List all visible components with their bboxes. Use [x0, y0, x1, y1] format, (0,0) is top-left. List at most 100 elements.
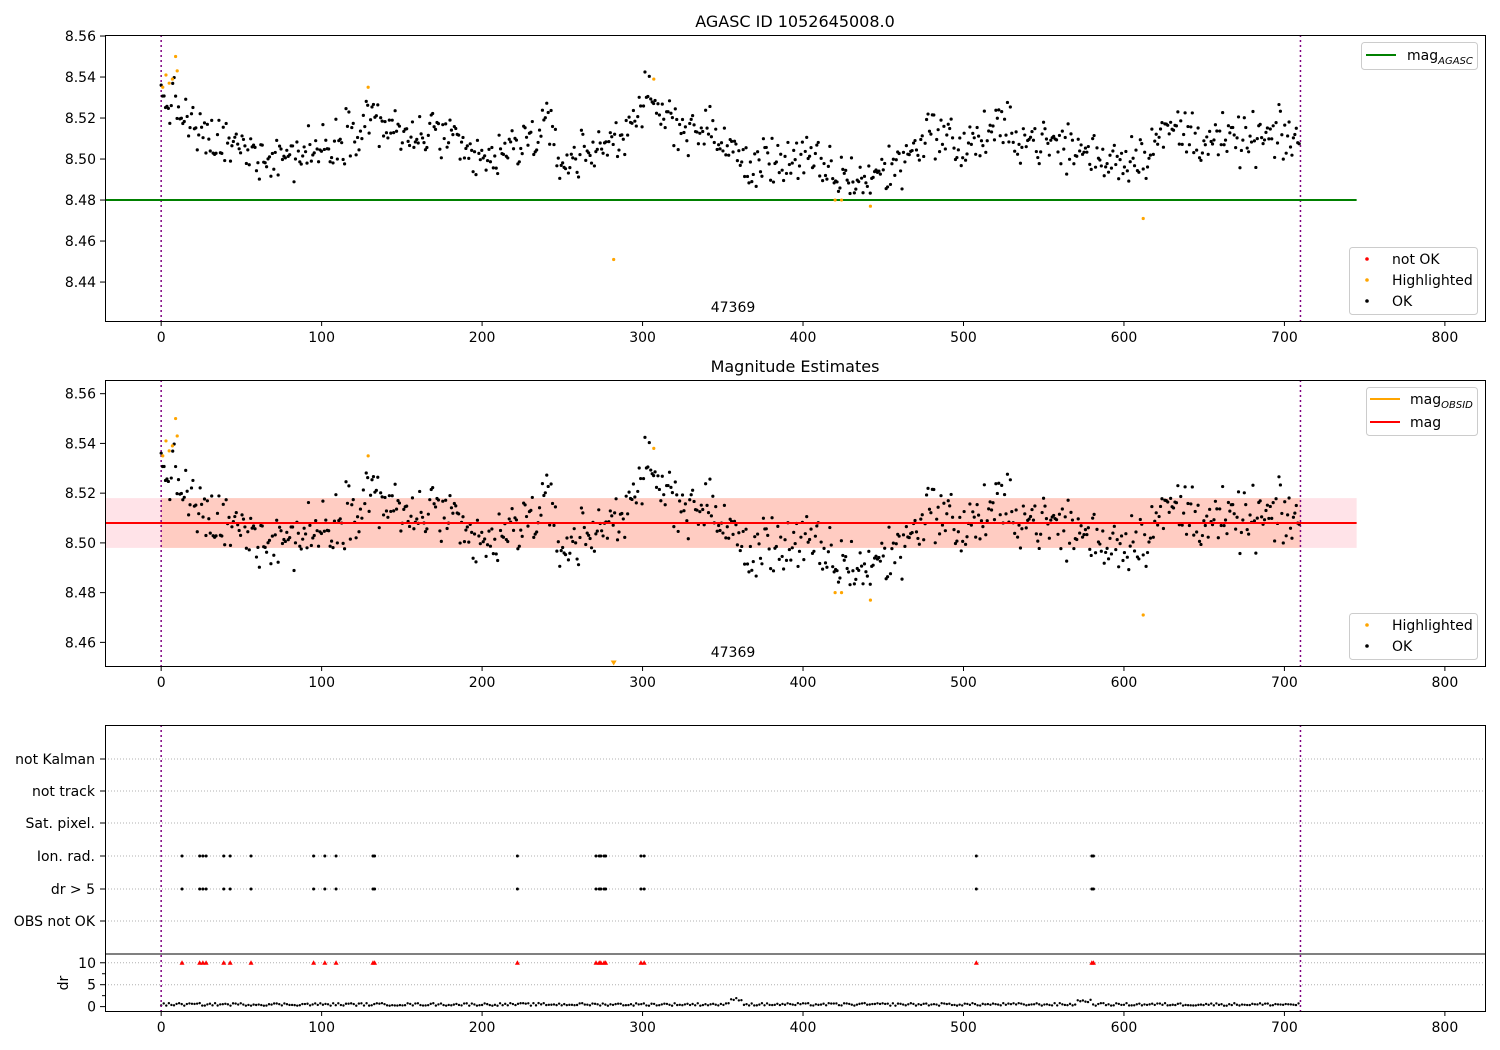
ok-point	[1086, 144, 1090, 149]
ok-point	[1176, 110, 1180, 114]
ok-point	[584, 542, 588, 547]
ok-point	[821, 567, 825, 571]
ok-point	[490, 145, 494, 150]
ok-point	[704, 482, 708, 486]
ok-point	[576, 175, 581, 179]
ok-point	[314, 519, 318, 523]
ok-point	[1161, 526, 1166, 531]
ok-point	[194, 503, 198, 507]
dr-point	[1035, 1002, 1038, 1005]
ok-point	[471, 556, 475, 560]
ok-point	[844, 555, 848, 559]
ok-point	[721, 149, 725, 153]
ok-point	[649, 97, 653, 101]
flag-point	[604, 887, 608, 891]
ok-point	[306, 500, 311, 505]
ok-point	[1180, 142, 1184, 147]
ok-point	[760, 562, 764, 566]
ok-point	[465, 525, 469, 529]
axis-ticks: 0 100 200 300 400 500 600 700 8008.468.488.508.5…	[65, 387, 1458, 691]
ok-point	[1095, 146, 1099, 150]
ok-point	[956, 148, 960, 152]
dr-point	[1220, 1003, 1223, 1006]
dr-point	[622, 1004, 625, 1007]
dr-point	[563, 1002, 566, 1006]
dr-point	[432, 1002, 435, 1005]
ok-point	[1127, 179, 1131, 183]
ok-point	[565, 153, 569, 157]
ok-point	[657, 487, 662, 492]
dr-point	[1271, 1004, 1275, 1007]
ok-point	[556, 156, 560, 160]
dr-point	[788, 1002, 792, 1006]
dr-point	[421, 1004, 425, 1007]
ok-point	[676, 147, 680, 152]
ok-point	[308, 523, 312, 527]
ok-point	[969, 523, 973, 527]
dr-point	[247, 1003, 250, 1007]
ok-point	[1254, 551, 1258, 555]
ok-point	[355, 135, 360, 140]
ok-point	[462, 539, 467, 544]
ok-point	[937, 150, 942, 154]
ok-point	[517, 544, 521, 548]
ok-point	[467, 156, 471, 161]
ok-point	[920, 513, 924, 517]
ok-point	[1193, 509, 1197, 514]
ok-point	[237, 147, 241, 151]
ok-point	[753, 535, 757, 539]
ok-point	[975, 125, 979, 130]
ok-point	[601, 151, 605, 155]
dr-point	[642, 1002, 646, 1005]
ok-point	[865, 184, 869, 189]
ok-point	[901, 533, 906, 537]
dr-point	[391, 1003, 394, 1007]
dr-point	[560, 1004, 563, 1007]
ok-point	[744, 527, 748, 531]
ok-point	[738, 163, 742, 167]
dr-point	[455, 1002, 458, 1006]
ok-point	[1148, 536, 1153, 540]
dr-point	[773, 1003, 776, 1007]
dr-point	[686, 1002, 689, 1006]
dr-point	[1212, 1004, 1216, 1007]
ok-point	[942, 124, 946, 128]
ok-point	[477, 534, 481, 538]
ok-point	[238, 151, 243, 155]
dr-point	[842, 1002, 846, 1005]
ok-point	[1271, 124, 1275, 128]
flag-point	[180, 854, 184, 858]
ok-point	[979, 519, 984, 523]
ok-point	[1130, 514, 1134, 518]
ok-point	[1150, 504, 1154, 509]
ok-point	[360, 516, 364, 520]
ok-point	[706, 132, 711, 136]
ok-point	[334, 493, 338, 497]
dr-point	[385, 1004, 389, 1007]
dr-point	[380, 1001, 384, 1005]
ok-point	[633, 495, 637, 499]
ok-point	[852, 582, 856, 586]
ok-point	[727, 153, 731, 157]
ok-point	[919, 137, 923, 142]
ok-point	[1132, 549, 1137, 553]
dr-point	[914, 1004, 918, 1007]
ok-point	[516, 547, 520, 551]
ok-point	[715, 147, 719, 152]
ok-point	[459, 140, 464, 144]
ok-point	[994, 108, 998, 112]
ok-point	[679, 131, 683, 136]
ok-point	[1271, 500, 1275, 505]
dr-point	[360, 1002, 363, 1005]
ok-point	[231, 139, 235, 144]
ok-point	[786, 140, 790, 145]
ok-point	[943, 529, 947, 533]
ok-point	[1021, 127, 1025, 131]
ok-point	[1291, 136, 1296, 140]
dr-point	[398, 1003, 402, 1007]
ok-point	[589, 161, 594, 165]
panel-magnitude-estimates: Magnitude Estimates 0 100 200 300 400 500 600 7…	[65, 357, 1486, 691]
highlighted-point	[161, 454, 165, 458]
ok-point	[579, 128, 584, 132]
ok-point	[652, 101, 656, 106]
